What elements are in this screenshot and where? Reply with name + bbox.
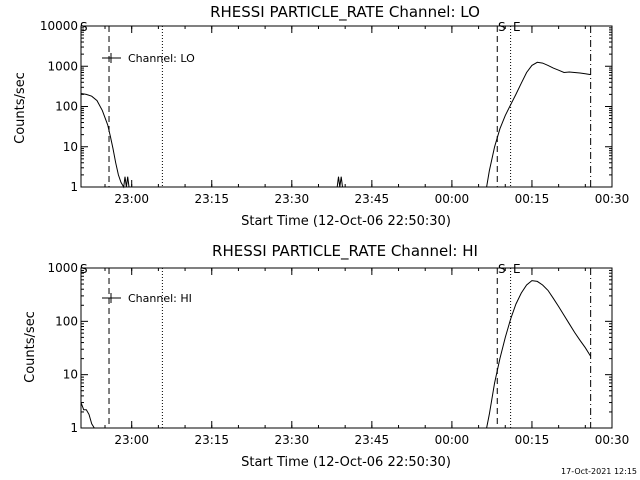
lo-channel-panel: RHESSI PARTICLE_RATE Channel: LO Start T…: [13, 3, 629, 229]
lo-x-tick-label: 00:30: [595, 192, 630, 206]
lo-legend-label: Channel: LO: [128, 52, 195, 65]
hi-chart-title: RHESSI PARTICLE_RATE Channel: HI: [212, 242, 478, 261]
lo-right-marker-label-s: S: [498, 20, 506, 34]
lo-plot-frame: [80, 25, 613, 188]
lo-y-tick-label: 10000: [40, 19, 78, 33]
hi-x-tick-label: 00:30: [595, 433, 630, 447]
lo-y-tick-label: 1: [70, 180, 78, 194]
lo-y-tick-label: 1000: [47, 59, 78, 73]
hi-x-tick-label: 23:00: [114, 433, 149, 447]
hi-x-axis-label: Start Time (12-Oct-06 22:50:30): [241, 455, 451, 470]
lo-series-line: [486, 61, 591, 188]
lo-y-tick-label: 100: [55, 100, 78, 114]
lo-x-tick-label: 23:30: [275, 192, 310, 206]
hi-y-tick-label: 10: [63, 368, 78, 382]
hi-y-axis-label: Counts/sec: [23, 311, 38, 383]
hi-x-tick-label: 00:00: [435, 433, 470, 447]
hi-right-marker-label-e: E: [513, 262, 521, 276]
hi-x-tick-label: 23:45: [355, 433, 390, 447]
lo-x-tick-label: 23:45: [355, 192, 390, 206]
hi-legend-label: Channel: HI: [128, 292, 192, 305]
lo-x-axis-label: Start Time (12-Oct-06 22:50:30): [241, 214, 451, 229]
lo-y-axis-label: Counts/sec: [13, 72, 28, 144]
hi-x-tick-label: 23:15: [194, 433, 229, 447]
hi-y-tick-label: 1: [70, 421, 78, 435]
lo-x-tick-label: 00:15: [515, 192, 550, 206]
hi-channel-panel: RHESSI PARTICLE_RATE Channel: HI Start T…: [23, 242, 629, 470]
hi-y-tick-label: 1000: [47, 261, 78, 275]
lo-x-tick-label: 00:00: [435, 192, 470, 206]
lo-series-line: [336, 176, 344, 188]
hi-series-line: [486, 280, 592, 429]
lo-x-tick-label: 23:00: [114, 192, 149, 206]
hi-series-line: [80, 402, 95, 429]
footer-timestamp: 17-Oct-2021 12:15: [561, 467, 637, 476]
lo-right-marker-label-e: E: [513, 20, 521, 34]
lo-x-tick-label: 23:15: [194, 192, 229, 206]
hi-right-marker-label-s: S: [498, 262, 506, 276]
hi-plot-frame: [80, 267, 613, 429]
lo-series-line: [80, 93, 131, 189]
hi-x-tick-label: 00:15: [515, 433, 550, 447]
lo-y-tick-label: 10: [63, 140, 78, 154]
hi-x-tick-label: 23:30: [275, 433, 310, 447]
hi-y-tick-label: 100: [55, 314, 78, 328]
lo-left-marker-label: S: [80, 20, 88, 34]
hi-left-marker-label: S: [80, 262, 88, 276]
lo-chart-title: RHESSI PARTICLE_RATE Channel: LO: [210, 3, 480, 22]
